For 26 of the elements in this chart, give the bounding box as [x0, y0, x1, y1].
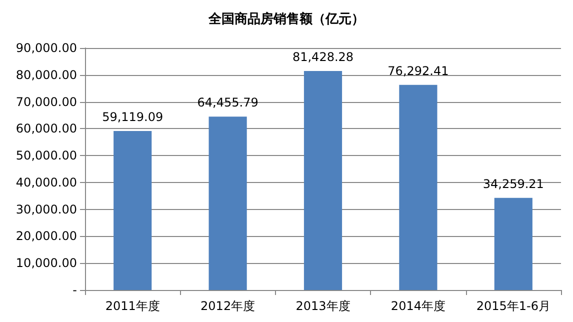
data-label: 81,428.28 [292, 50, 354, 64]
y-tick-label: 70,000.00 [16, 94, 77, 109]
x-tick-label: 2011年度 [105, 299, 160, 313]
y-tick-label: 50,000.00 [16, 148, 77, 163]
bar [208, 116, 247, 290]
data-label: 59,119.09 [102, 110, 164, 124]
y-tick-label: 80,000.00 [16, 68, 77, 82]
y-tick-label: 40,000.00 [16, 175, 77, 190]
data-label: 76,292.41 [388, 64, 449, 78]
bar [304, 71, 342, 290]
x-tick-label: 2015年1-6月 [476, 299, 550, 313]
bar [494, 198, 532, 290]
bar [114, 131, 152, 290]
chart-title: 全国商品房销售额（亿元） [208, 11, 364, 27]
y-tick-label: 10,000.00 [16, 256, 77, 270]
y-tick-label: 20,000.00 [16, 229, 77, 244]
bar [399, 84, 438, 290]
y-tick-label: 60,000.00 [16, 122, 77, 136]
x-tick-label: 2012年度 [200, 299, 256, 313]
data-label: 64,455.79 [197, 96, 258, 110]
y-tick-label: 90,000.00 [16, 41, 77, 55]
data-label: 34,259.21 [482, 176, 544, 191]
x-tick-label: 2013年度 [296, 299, 350, 313]
x-tick-label: 2014年度 [390, 299, 446, 313]
y-tick-label: 30,000.00 [16, 202, 77, 216]
y-tick-label: - [72, 283, 77, 297]
